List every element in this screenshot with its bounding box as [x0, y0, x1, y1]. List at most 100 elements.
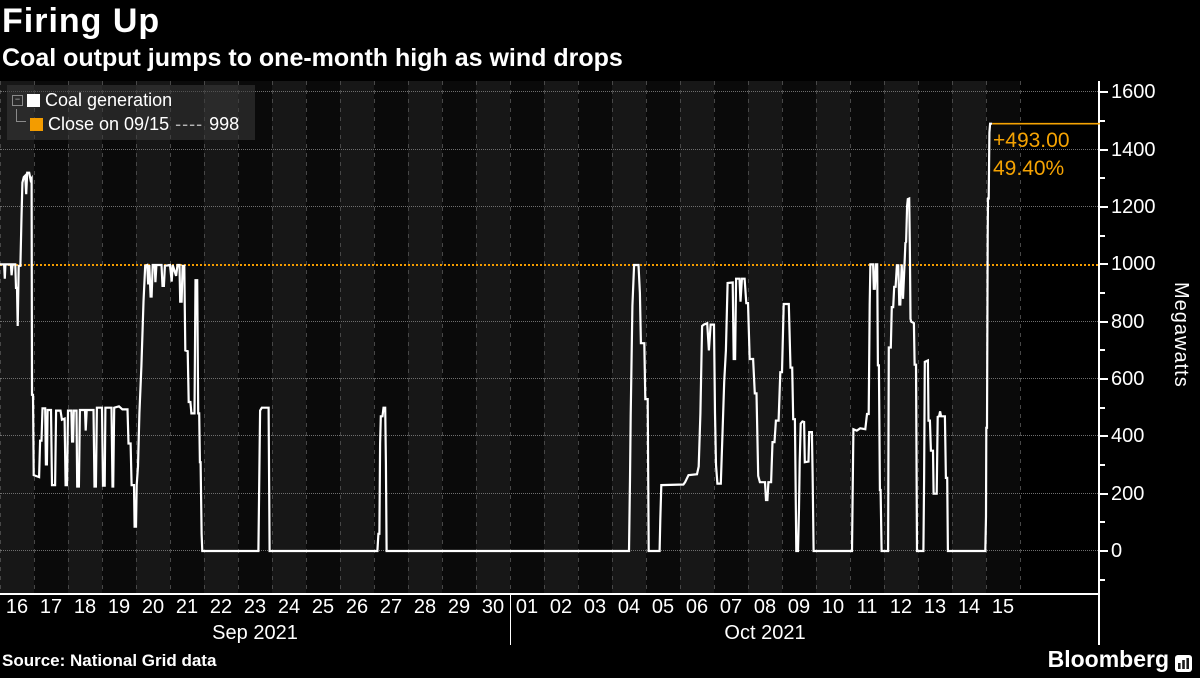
chart-subtitle: Coal output jumps to one-month high as w…	[2, 44, 623, 72]
day-boundary-line	[612, 81, 613, 593]
bloomberg-chart-mark-icon	[1175, 651, 1192, 672]
percent-change-value: 49.40%	[993, 157, 1065, 180]
day-band	[306, 81, 340, 593]
day-band	[272, 81, 306, 593]
y-tick-major	[1100, 435, 1108, 438]
day-boundary-line	[816, 81, 817, 593]
day-label-sep-24[interactable]: 24	[277, 596, 301, 618]
day-label-sep-28[interactable]: 28	[413, 596, 437, 618]
y-tick-major	[1100, 550, 1108, 552]
day-label-oct-11[interactable]: 11	[856, 596, 878, 618]
day-boundary-line	[272, 81, 273, 593]
day-boundary-line	[510, 81, 511, 593]
gridline-1200	[0, 206, 1098, 208]
day-boundary-line	[102, 81, 103, 593]
month-separator-line	[510, 593, 511, 645]
day-label-oct-04[interactable]: 04	[617, 596, 641, 618]
day-label-sep-16[interactable]: 16	[5, 596, 29, 618]
day-band	[578, 81, 612, 593]
legend-item-coal-generation[interactable]: − Coal generation	[12, 88, 249, 112]
tree-branch-icon	[16, 108, 26, 122]
day-label-sep-27[interactable]: 27	[379, 596, 403, 618]
day-band	[952, 81, 986, 593]
legend-series-label: Coal generation	[45, 89, 173, 110]
day-label-sep-25[interactable]: 25	[311, 596, 335, 618]
day-label-sep-22[interactable]: 22	[209, 596, 233, 618]
day-boundary-line	[306, 81, 307, 593]
y-tick-label-800: 800	[1111, 310, 1145, 333]
day-band	[646, 81, 680, 593]
y-tick-major	[1100, 492, 1108, 495]
bloomberg-wordmark: Bloomberg	[1047, 646, 1169, 672]
day-label-sep-23[interactable]: 23	[243, 596, 267, 618]
y-axis-line	[1098, 81, 1100, 645]
coal-generation-line	[0, 122, 993, 553]
day-boundary-line	[374, 81, 375, 593]
day-boundary-line	[442, 81, 443, 593]
day-label-sep-18[interactable]: 18	[73, 596, 97, 618]
day-boundary-line	[204, 81, 205, 593]
y-tick-minor	[1100, 464, 1105, 467]
y-tick-label-1000: 1000	[1111, 253, 1156, 276]
y-tick-minor	[1100, 349, 1105, 352]
day-label-oct-10[interactable]: 10	[821, 596, 845, 618]
gridline-600	[0, 378, 1098, 380]
y-tick-minor	[1100, 177, 1105, 180]
day-boundary-line	[476, 81, 477, 593]
day-band	[884, 81, 918, 593]
day-band	[510, 81, 544, 593]
day-band	[476, 81, 510, 593]
legend-box: − Coal generation Close on 09/15 ---- 99…	[7, 85, 255, 140]
day-label-sep-20[interactable]: 20	[141, 596, 165, 618]
day-band	[544, 81, 578, 593]
day-boundary-line	[646, 81, 647, 593]
y-tick-label-1400: 1400	[1111, 138, 1156, 161]
day-label-oct-08[interactable]: 08	[753, 596, 777, 618]
last-value-annotation: +493.00 49.40%	[993, 127, 1070, 183]
legend-close-value: 998	[209, 113, 240, 134]
day-label-oct-13[interactable]: 13	[923, 596, 947, 618]
coal-series-swatch	[27, 93, 40, 107]
day-label-sep-19[interactable]: 19	[107, 596, 131, 618]
day-label-oct-12[interactable]: 12	[889, 596, 913, 618]
gridline-1600	[0, 91, 1098, 93]
y-tick-major	[1100, 263, 1108, 266]
day-band	[408, 81, 442, 593]
day-boundary-line	[340, 81, 341, 593]
legend-collapse-icon[interactable]: −	[12, 94, 23, 106]
y-tick-label-0: 0	[1111, 540, 1123, 562]
day-label-oct-07[interactable]: 07	[719, 596, 743, 618]
day-label-oct-02[interactable]: 02	[549, 596, 573, 618]
close-line-swatch	[30, 117, 43, 131]
change-value: +493.00	[993, 129, 1070, 152]
day-label-oct-03[interactable]: 03	[583, 596, 607, 618]
day-label-oct-14[interactable]: 14	[957, 596, 981, 618]
day-label-oct-15[interactable]: 15	[991, 596, 1015, 618]
day-boundary-line	[884, 81, 885, 593]
source-note: Source: National Grid data	[2, 651, 217, 670]
gridline-1400	[0, 148, 1098, 150]
y-axis-title: Megawatts	[1170, 282, 1192, 388]
day-band	[714, 81, 748, 593]
day-label-sep-26[interactable]: 26	[345, 596, 369, 618]
day-label-oct-05[interactable]: 05	[651, 596, 675, 618]
day-boundary-line	[952, 81, 953, 593]
day-band	[0, 81, 34, 593]
day-label-oct-01[interactable]: 01	[515, 596, 539, 618]
gridline-200	[0, 492, 1098, 494]
day-label-oct-06[interactable]: 06	[685, 596, 709, 618]
day-label-sep-21[interactable]: 21	[175, 596, 199, 618]
gridline-800	[0, 320, 1098, 322]
day-label-sep-30[interactable]: 30	[481, 596, 505, 618]
day-boundary-line	[408, 81, 409, 593]
y-tick-minor	[1100, 292, 1105, 295]
legend-item-close-line[interactable]: Close on 09/15 ---- 998	[12, 108, 249, 136]
day-label-oct-09[interactable]: 09	[787, 596, 811, 618]
y-tick-minor	[1100, 521, 1105, 524]
day-label-sep-29[interactable]: 29	[447, 596, 471, 618]
day-label-sep-17[interactable]: 17	[39, 596, 63, 618]
day-boundary-line	[34, 81, 35, 593]
day-boundary-line	[68, 81, 69, 593]
